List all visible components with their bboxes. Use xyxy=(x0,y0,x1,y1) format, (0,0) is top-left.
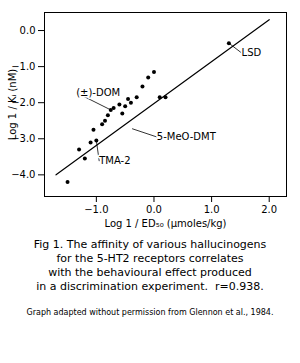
svg-text:Log 1 / ED₅₀ (μmoles/kg): Log 1 / ED₅₀ (μmoles/kg) xyxy=(104,218,226,229)
svg-text:0.0: 0.0 xyxy=(20,25,36,36)
svg-text:0.0: 0.0 xyxy=(146,204,162,215)
html-text:Fig 1. The affinity of various: Fig 1. The affinity of various hallucino… xyxy=(33,238,267,251)
svg-text:−4.0: −4.0 xyxy=(11,169,35,180)
svg-text:LSD: LSD xyxy=(242,47,262,58)
html-text:with the behavioural effect pr: with the behavioural effect produced xyxy=(48,266,252,279)
svg-text:Log 1 / Kᵢ (nM): Log 1 / Kᵢ (nM) xyxy=(7,69,18,141)
svg-text:2.0: 2.0 xyxy=(261,204,277,215)
html-text:Graph adapted without permissi: Graph adapted without permission from Gl… xyxy=(26,308,274,317)
svg-text:TMA-2: TMA-2 xyxy=(98,155,130,166)
svg-text:−2.0: −2.0 xyxy=(11,96,36,108)
svg-text:5-MeO-DMT: 5-MeO-DMT xyxy=(157,131,217,142)
html-text:in a discrimination experiment: in a discrimination experiment. r=0.938. xyxy=(36,280,264,293)
html-text:for the 5-HT2 receptors correl: for the 5-HT2 receptors correlates xyxy=(56,252,244,265)
svg-text:−1.0: −1.0 xyxy=(11,60,36,72)
svg-text:−3.0: −3.0 xyxy=(11,133,36,144)
svg-text:1.0: 1.0 xyxy=(204,204,220,215)
svg-text:−1.0: −1.0 xyxy=(84,204,108,215)
svg-text:(±)-DOM: (±)-DOM xyxy=(76,87,120,98)
